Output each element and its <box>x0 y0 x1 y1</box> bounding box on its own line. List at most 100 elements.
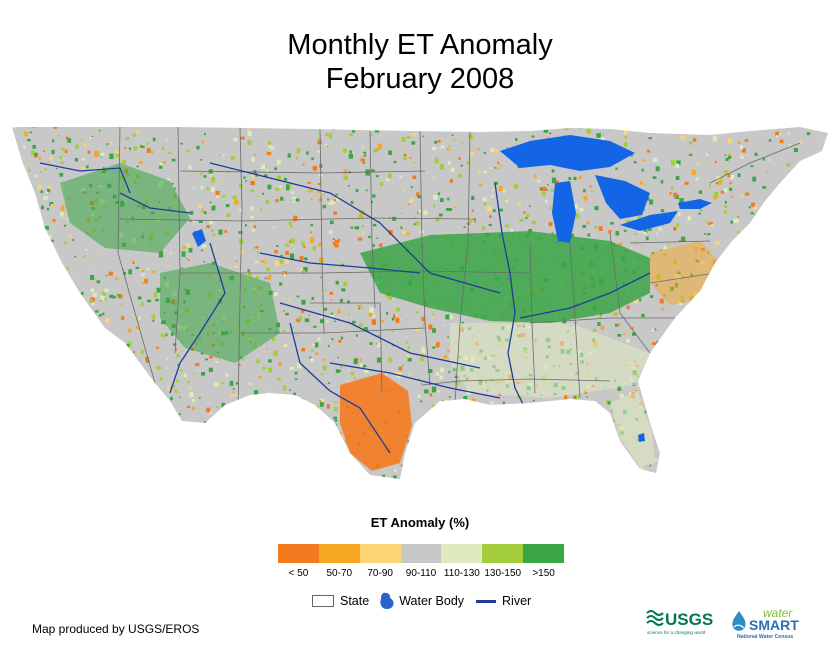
raster-cell <box>317 139 322 145</box>
raster-cell <box>650 359 656 362</box>
raster-cell <box>159 377 163 381</box>
raster-cell <box>286 184 290 188</box>
raster-cell <box>709 249 711 251</box>
raster-cell <box>85 450 88 454</box>
raster-cell <box>467 472 470 474</box>
west-high-et-zone-1 <box>60 163 190 253</box>
raster-cell <box>415 457 420 463</box>
raster-cell <box>478 170 481 173</box>
raster-cell <box>815 421 820 426</box>
raster-cell <box>499 208 503 212</box>
raster-cell <box>103 388 107 392</box>
raster-cell <box>267 401 272 406</box>
raster-cell <box>191 406 195 410</box>
raster-cell <box>585 127 590 128</box>
raster-cell <box>713 337 718 341</box>
raster-cell <box>710 279 714 282</box>
raster-cell <box>413 223 417 226</box>
raster-cell <box>770 194 774 197</box>
raster-cell <box>24 433 28 438</box>
raster-cell <box>138 161 143 164</box>
raster-cell <box>581 411 584 413</box>
raster-cell <box>481 226 486 231</box>
raster-cell <box>318 198 323 202</box>
raster-cell <box>22 248 26 253</box>
raster-cell <box>51 240 55 242</box>
raster-cell <box>230 393 234 397</box>
raster-cell <box>408 373 411 376</box>
raster-cell <box>816 288 819 292</box>
raster-cell <box>747 401 749 404</box>
raster-cell <box>744 139 749 142</box>
raster-cell <box>831 193 833 196</box>
raster-cell <box>17 339 23 343</box>
raster-cell <box>668 418 671 421</box>
raster-cell <box>808 247 812 252</box>
raster-cell <box>676 223 680 227</box>
raster-cell <box>237 424 242 428</box>
raster-cell <box>673 192 678 198</box>
raster-cell <box>750 212 754 215</box>
raster-cell <box>726 413 729 416</box>
raster-cell <box>39 379 42 382</box>
raster-cell <box>189 433 194 437</box>
raster-cell <box>325 133 329 136</box>
raster-cell <box>442 455 444 458</box>
water-bodies <box>192 135 712 442</box>
raster-cell <box>790 375 795 381</box>
raster-cell <box>322 430 326 434</box>
raster-cell <box>159 163 163 166</box>
raster-cell <box>338 339 342 343</box>
raster-cell <box>782 405 786 409</box>
raster-cell <box>140 443 145 447</box>
raster-cell <box>369 342 373 345</box>
raster-cell <box>817 445 821 449</box>
raster-cell <box>211 205 216 211</box>
raster-cell <box>358 127 361 131</box>
raster-cell <box>420 382 423 384</box>
raster-cell <box>573 204 578 209</box>
raster-cell <box>725 158 729 161</box>
raster-cell <box>350 371 355 376</box>
raster-cell <box>203 175 207 178</box>
raster-cell <box>247 467 250 471</box>
raster-cell <box>837 312 838 317</box>
raster-cell <box>704 233 706 235</box>
raster-cell <box>442 402 445 405</box>
raster-cell <box>59 212 64 217</box>
raster-cell <box>320 171 323 174</box>
raster-cell <box>57 353 60 356</box>
raster-cell <box>753 206 758 210</box>
raster-cell <box>657 329 660 331</box>
raster-cell <box>158 251 164 258</box>
raster-cell <box>247 131 252 136</box>
raster-cell <box>301 299 306 305</box>
raster-cell <box>115 277 119 281</box>
raster-cell <box>681 317 687 324</box>
raster-cell <box>502 401 505 405</box>
colorado-river <box>169 242 226 394</box>
raster-cell <box>765 170 768 173</box>
raster-cell <box>75 323 78 325</box>
raster-cell <box>608 230 612 234</box>
raster-cell <box>774 196 778 200</box>
raster-cell <box>185 257 187 259</box>
raster-cell <box>147 457 152 464</box>
raster-cell <box>135 326 140 330</box>
raster-cell <box>726 464 729 467</box>
raster-cell <box>703 441 707 445</box>
raster-cell <box>295 477 300 479</box>
raster-cell <box>279 185 282 188</box>
raster-cell <box>202 140 205 144</box>
map-credit: Map produced by USGS/EROS <box>32 622 200 636</box>
raster-cell <box>585 428 587 431</box>
raster-cell <box>583 195 588 201</box>
raster-cell <box>541 186 547 191</box>
raster-cell <box>174 187 176 190</box>
raster-cell <box>451 134 454 136</box>
raster-cell <box>294 442 299 448</box>
raster-cell <box>778 133 781 136</box>
raster-cell <box>703 301 707 304</box>
raster-cell <box>647 134 649 137</box>
raster-cell <box>814 194 818 197</box>
